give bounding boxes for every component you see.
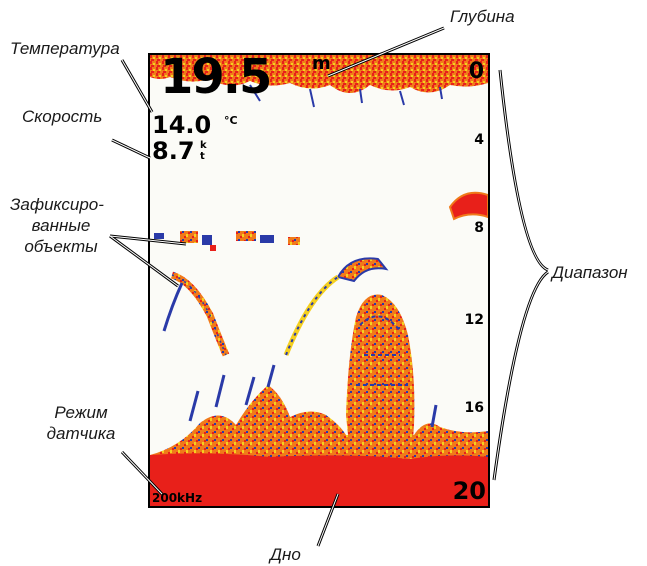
- bottom-structure-column: [346, 294, 415, 455]
- fish-arch-right: [448, 191, 488, 221]
- suspended-targets: [154, 231, 300, 251]
- bottom-clutter: [150, 385, 488, 459]
- range-top-value: 0: [468, 59, 484, 84]
- range-bottom-value: 20: [452, 477, 486, 505]
- frequency-readout: 200kHz: [152, 491, 203, 505]
- scale-tick-8: 8: [474, 220, 484, 236]
- suspended-targets-label-line3: объекты: [24, 237, 98, 256]
- temperature-unit: °C: [224, 114, 238, 127]
- speed-unit-top: k: [200, 140, 207, 151]
- suspended-targets-label-line1: Зафиксиро-: [10, 195, 104, 214]
- scale-tick-12: 12: [464, 312, 484, 328]
- transducer-mode-label: Режим датчика: [40, 402, 122, 444]
- range-label: Диапазон: [552, 263, 628, 282]
- fish-arch-center: [336, 257, 389, 283]
- temperature-readout: 14.0: [152, 111, 212, 139]
- suspended-targets-label-line2: ванные: [31, 216, 91, 235]
- temperature-label: Температура: [10, 39, 120, 58]
- speed-unit-bottom: t: [200, 151, 205, 162]
- bottom-red: [150, 453, 488, 506]
- sonar-screen: 19.5 m 14.0 °C 8.7 k t 0 4 8 12 16 20 20…: [148, 53, 490, 508]
- transducer-mode-label-line2: датчика: [46, 424, 116, 443]
- depth-readout: 19.5: [160, 55, 272, 105]
- bottom-label: Дно: [270, 545, 301, 564]
- depth-label: Глубина: [450, 7, 515, 26]
- suspended-targets-label: Зафиксиро- ванные объекты: [10, 194, 112, 257]
- scale-tick-16: 16: [464, 400, 484, 416]
- scale-tick-4: 4: [474, 132, 484, 148]
- depth-unit: m: [312, 55, 331, 74]
- speed-label: Скорость: [22, 107, 103, 126]
- transducer-mode-label-line1: Режим: [54, 403, 108, 422]
- speed-readout: 8.7: [152, 137, 195, 165]
